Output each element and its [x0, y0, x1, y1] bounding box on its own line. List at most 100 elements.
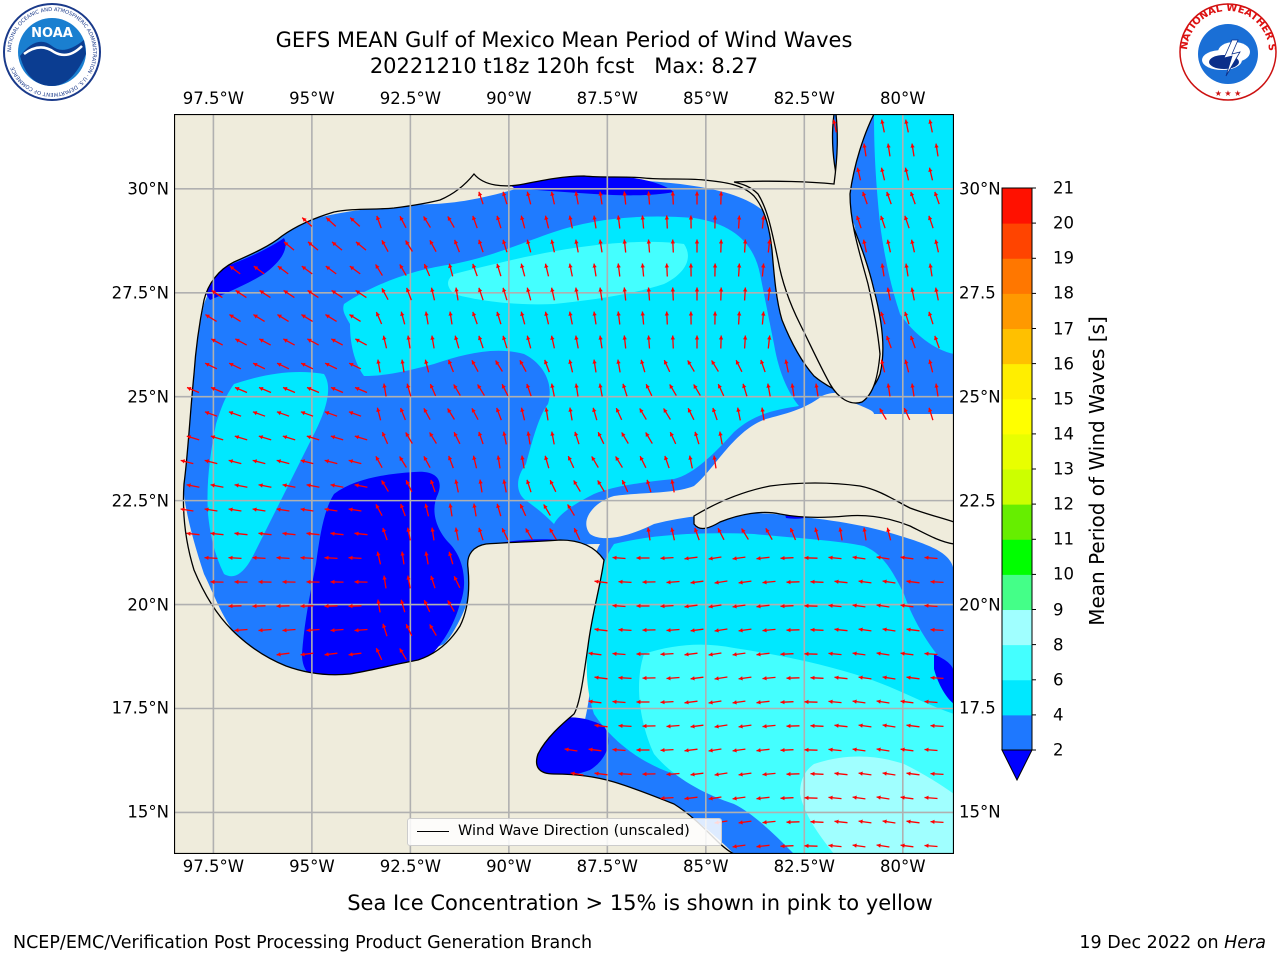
wind-wave-arrow — [495, 360, 503, 372]
wind-wave-arrow — [688, 215, 694, 229]
wind-wave-arrow — [234, 483, 248, 488]
colorbar-segment — [1002, 539, 1032, 575]
wind-wave-arrow — [693, 384, 701, 396]
wind-wave-arrow — [928, 263, 933, 277]
wind-wave-arrow — [856, 215, 862, 229]
sea-ice-note: Sea Ice Concentration > 15% is shown in … — [347, 891, 933, 915]
wind-wave-arrow — [252, 411, 266, 417]
wind-wave-arrow — [858, 579, 872, 584]
colorbar-tick-label: 11 — [1053, 529, 1074, 549]
wind-wave-arrow — [496, 407, 502, 421]
wind-wave-arrow — [615, 407, 623, 421]
wind-wave-arrow — [858, 771, 872, 776]
wind-wave-arrow — [447, 600, 455, 612]
wind-wave-arrow — [858, 819, 872, 824]
wind-wave-arrow — [597, 480, 605, 492]
wind-wave-arrow — [324, 362, 338, 370]
wind-wave-arrow — [640, 311, 645, 325]
wind-wave-arrow — [258, 579, 272, 585]
wind-wave-arrow — [429, 432, 437, 444]
wind-wave-arrow — [382, 383, 387, 397]
wind-wave-arrow — [810, 675, 824, 680]
wind-wave-arrow — [880, 119, 885, 133]
wind-wave-arrow — [738, 628, 752, 633]
wind-wave-arrow — [664, 455, 670, 469]
wind-wave-arrow — [471, 359, 479, 373]
colorbar-segment — [1002, 714, 1032, 751]
wind-wave-arrow — [276, 459, 290, 465]
wind-wave-arrow — [381, 287, 389, 301]
wind-wave-arrow — [663, 408, 671, 420]
wind-wave-arrow — [406, 527, 411, 541]
wind-wave-arrow — [204, 507, 218, 512]
wind-wave-arrow — [690, 772, 704, 777]
wind-wave-arrow — [591, 456, 599, 468]
wind-wave-arrow — [718, 431, 723, 445]
wind-wave-arrow — [642, 771, 656, 777]
wind-wave-arrow — [834, 723, 848, 728]
wind-wave-arrow — [381, 480, 389, 492]
wind-wave-arrow — [544, 311, 550, 325]
wind-wave-arrow — [307, 289, 319, 299]
wind-wave-arrow — [478, 287, 484, 301]
wind-wave-arrow — [636, 555, 650, 561]
wind-wave-arrow — [856, 167, 862, 181]
wind-wave-arrow — [646, 479, 652, 493]
land-cuba — [693, 482, 954, 545]
lat-tick-label-right: 30°N — [959, 179, 1001, 199]
wind-wave-arrow — [660, 556, 674, 561]
colorbar-tick-label: 8 — [1053, 635, 1064, 655]
wind-wave-arrow — [616, 359, 621, 373]
wind-wave-arrow — [645, 383, 653, 397]
legend-label: Wind Wave Direction (unscaled) — [458, 823, 690, 839]
wind-wave-arrow — [228, 411, 242, 417]
wind-wave-arrow — [502, 431, 507, 445]
wind-wave-arrow — [282, 435, 296, 441]
wind-wave-arrow — [660, 796, 674, 801]
wind-wave-arrow — [711, 360, 719, 372]
wind-wave-arrow — [612, 699, 626, 704]
wind-wave-arrow — [423, 407, 431, 421]
wind-wave-arrow — [448, 455, 454, 469]
wind-wave-arrow — [690, 628, 704, 633]
wind-wave-arrow — [742, 383, 748, 397]
wind-wave-arrow — [375, 647, 383, 661]
wind-wave-arrow — [282, 628, 296, 633]
wind-wave-arrow — [670, 287, 675, 301]
wind-wave-arrow — [900, 603, 914, 608]
wind-wave-arrow — [306, 579, 320, 585]
wind-wave-arrow — [276, 652, 290, 657]
colorbar-segment — [1002, 504, 1032, 540]
wind-wave-arrow — [228, 362, 242, 370]
colorbar-segment — [1002, 328, 1032, 365]
wind-wave-arrow — [186, 531, 200, 536]
wind-wave-arrow — [430, 527, 435, 541]
wind-wave-arrow — [694, 527, 700, 541]
wind-wave-arrow — [453, 384, 461, 396]
footer-date: 19 Dec 2022 on Hera — [1079, 933, 1266, 953]
lat-tick-label-right: 25°N — [959, 387, 1001, 407]
map-frame — [174, 114, 954, 854]
wind-wave-arrow — [900, 795, 914, 800]
wind-wave-arrow — [570, 771, 584, 776]
wind-wave-arrow — [834, 819, 848, 824]
wind-wave-arrow — [568, 407, 573, 421]
wind-wave-arrow — [406, 335, 411, 349]
colorbar-segment — [1002, 469, 1032, 505]
colorbar-segment — [1002, 609, 1032, 646]
wind-wave-arrow — [735, 359, 743, 373]
wind-wave-arrow — [804, 747, 818, 753]
wind-wave-arrow — [330, 386, 344, 394]
wind-wave-arrow — [622, 191, 627, 205]
wind-wave-arrow — [574, 239, 579, 253]
wind-wave-arrow — [708, 700, 722, 705]
period-below-2-region-campeche — [302, 471, 465, 681]
wind-wave-arrow — [756, 844, 770, 849]
wind-wave-arrow — [526, 431, 531, 445]
wind-wave-arrow — [642, 675, 656, 681]
wind-wave-arrow — [876, 699, 890, 704]
wind-wave-arrow — [478, 479, 483, 493]
lon-tick-label-top: 82.5°W — [773, 89, 835, 108]
wind-wave-arrow — [852, 843, 866, 848]
wind-wave-arrow — [348, 459, 362, 465]
